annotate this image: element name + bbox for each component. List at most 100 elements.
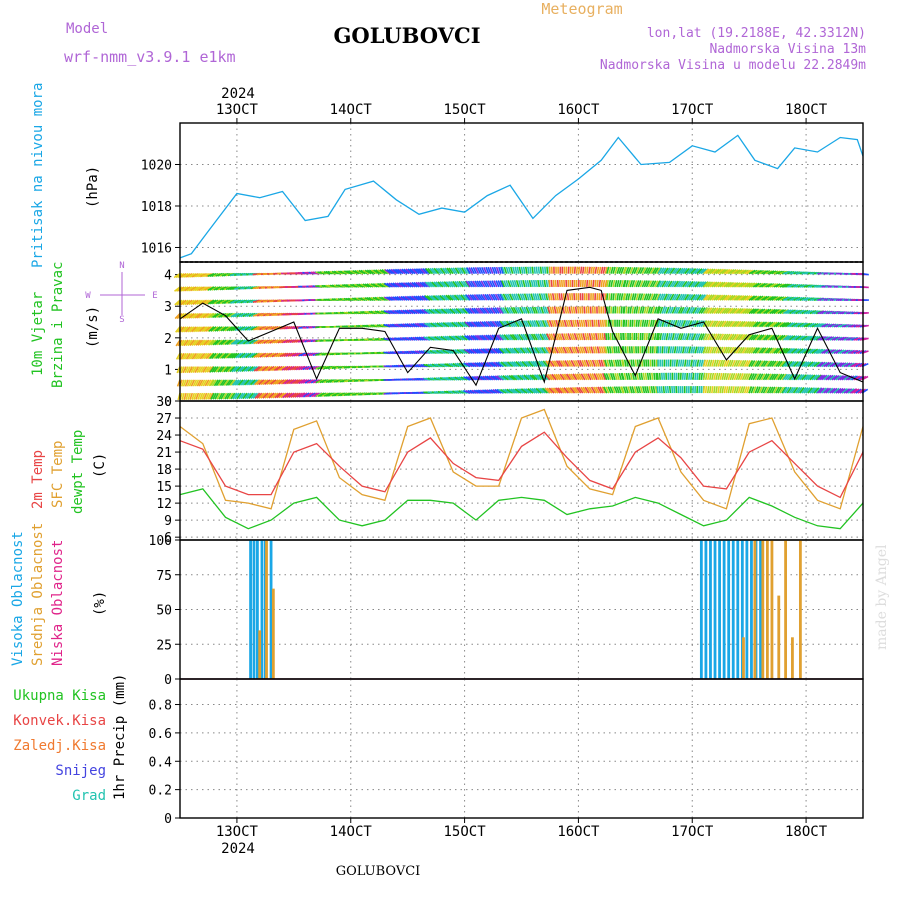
wind-barb	[825, 387, 832, 394]
wind-barb	[729, 333, 735, 341]
wind-barb	[493, 347, 500, 354]
wind-barb	[690, 359, 693, 367]
wind-barb	[624, 346, 627, 354]
wind-barb	[420, 268, 427, 275]
wind-barb	[180, 326, 187, 333]
wind-barb	[756, 282, 764, 288]
wind-barb	[478, 266, 484, 275]
wind-barb	[690, 307, 695, 314]
wind-barb	[237, 365, 244, 373]
wind-barb	[794, 386, 801, 394]
wind-barb	[478, 348, 486, 354]
wind-barb	[500, 388, 507, 394]
wind-barb	[481, 266, 486, 275]
wind-barb	[281, 379, 289, 385]
wind-barb	[260, 392, 267, 399]
wind-barb	[651, 319, 655, 327]
compass-n: N	[119, 261, 124, 271]
wind-barb	[737, 282, 745, 288]
wind-barb	[663, 267, 669, 275]
wind-barb	[795, 309, 803, 315]
wind-barb	[587, 319, 590, 327]
wind-barb	[612, 372, 616, 381]
wind-barb	[835, 387, 842, 394]
wind-barb	[663, 306, 668, 314]
wind-barb	[235, 352, 242, 359]
wind-barb	[621, 372, 625, 381]
wind-barb	[709, 307, 715, 314]
wind-barb	[656, 372, 659, 380]
wind-barb	[434, 322, 442, 328]
wind-barb	[433, 267, 440, 275]
wind-barb	[721, 372, 725, 381]
wind-barb	[686, 319, 691, 328]
wind-barb	[598, 359, 602, 367]
wind-barb	[490, 307, 496, 314]
cloud-bar	[798, 540, 802, 679]
wind-barb	[639, 319, 643, 327]
wind-barb	[207, 286, 215, 291]
wind-barb	[669, 346, 673, 354]
temp-unit: (C)	[92, 453, 108, 478]
wind-barb	[386, 282, 394, 288]
wind-barb	[416, 322, 424, 328]
wind-barb	[748, 321, 755, 328]
wind-barb	[185, 339, 191, 347]
wind-barb	[214, 326, 221, 332]
wind-barb	[648, 372, 652, 380]
precip-panel: 00.20.40.60.8	[149, 678, 864, 827]
wind-barb	[719, 320, 725, 328]
wind-barb	[645, 333, 648, 341]
wind-barb	[775, 360, 781, 368]
wind-barb	[404, 295, 412, 301]
wind-barb	[565, 319, 570, 327]
wind-barb	[444, 363, 452, 368]
wind-barb	[199, 352, 206, 360]
precip-ytick-label: 0.4	[149, 755, 173, 770]
wind-barb	[411, 268, 418, 275]
wind-barb	[501, 266, 506, 274]
wind-barb	[234, 312, 242, 318]
pressure-unit: (hPa)	[85, 166, 101, 208]
wind-barb	[181, 392, 185, 401]
wind-barb	[553, 319, 557, 328]
wind-barb	[762, 373, 768, 381]
wind-barb	[698, 333, 703, 341]
wind-barb	[562, 293, 566, 301]
wind-barb	[629, 306, 632, 314]
wind-barb	[488, 307, 494, 314]
wind-barb	[427, 267, 434, 275]
wind-barb	[677, 267, 684, 275]
wind-barb	[425, 322, 433, 328]
wind-barb	[444, 335, 452, 341]
wind-barb	[519, 306, 524, 314]
wind-barb	[717, 307, 723, 314]
wind-barb	[263, 365, 271, 372]
wind-barb	[476, 334, 484, 341]
wind-barb	[741, 359, 747, 367]
wind-barb	[259, 365, 267, 372]
wind-barb	[213, 286, 221, 291]
wind-barb	[635, 267, 640, 275]
wind-barb	[461, 335, 468, 341]
wind-barb	[631, 293, 635, 301]
wind-barb	[253, 352, 261, 358]
wind-barb	[825, 374, 832, 381]
wind-barb	[498, 307, 504, 314]
wind-barb	[725, 359, 730, 367]
wind-barb	[392, 296, 400, 301]
wind-barb	[593, 386, 598, 394]
wind-barb	[764, 347, 771, 354]
wind-barb	[552, 346, 557, 354]
wind-barb	[629, 293, 633, 301]
wind-barb	[665, 333, 669, 341]
wind-barb	[474, 362, 481, 368]
wind-barb	[604, 266, 608, 274]
wind-barb	[629, 319, 632, 327]
wind-barb	[818, 374, 826, 381]
wind-barb	[723, 294, 730, 301]
wind-barb	[531, 374, 538, 381]
cloud-bar	[265, 540, 268, 679]
wind-barb	[477, 389, 485, 394]
wind-barb	[430, 308, 438, 315]
